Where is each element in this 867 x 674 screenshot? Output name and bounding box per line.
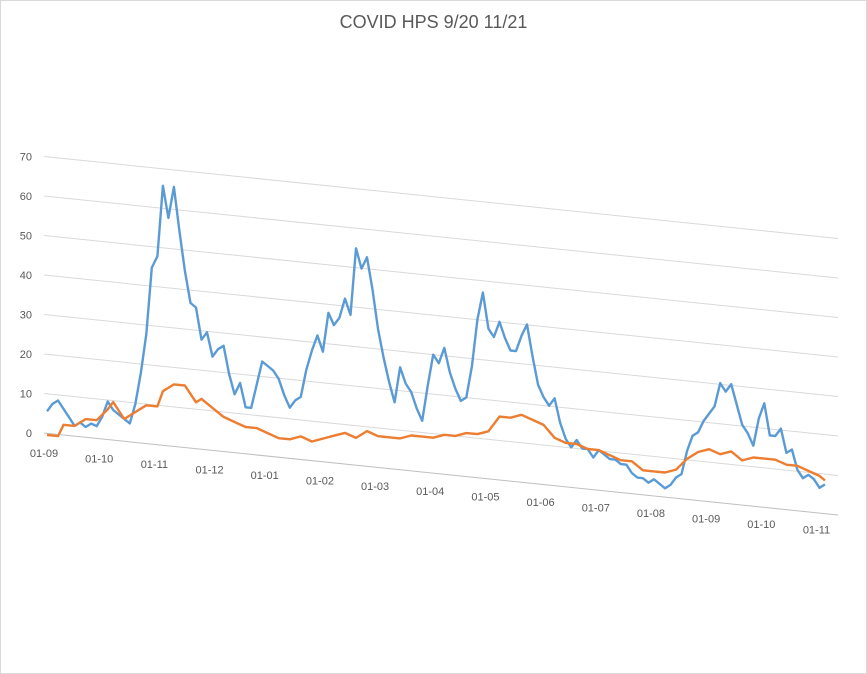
- x-tick-label: 01-04: [416, 486, 444, 498]
- y-tick-label: 30: [20, 310, 32, 322]
- gridline-0: [43, 432, 839, 516]
- x-tick-label: 01-02: [306, 475, 334, 487]
- x-tick-label: 01-09: [692, 514, 720, 526]
- y-tick-label: 40: [20, 270, 32, 282]
- gridline-20: [43, 353, 839, 437]
- gridline-40: [43, 274, 839, 358]
- x-tick-label: 01-01: [251, 470, 279, 482]
- gridlines: [43, 156, 839, 516]
- x-tick-label: 01-10: [747, 519, 775, 531]
- x-tick-label: 01-12: [195, 464, 223, 476]
- y-tick-label: 60: [20, 191, 32, 203]
- x-tick-label: 01-10: [85, 453, 113, 465]
- chart-title: COVID HPS 9/20 11/21: [339, 12, 528, 32]
- x-tick-label: 01-11: [803, 524, 830, 536]
- gridline-60: [43, 195, 839, 279]
- x-tick-label: 01-07: [582, 503, 610, 515]
- series-lines: [46, 184, 826, 490]
- x-tick-label: 01-09: [30, 448, 58, 460]
- y-tick-label: 70: [20, 152, 32, 164]
- gridline-50: [43, 235, 839, 318]
- x-axis-labels: 01-09 01-10 01-11 01-12 01-01 01-02 01-03 01-04…: [30, 448, 830, 536]
- y-tick-label: 20: [20, 349, 32, 361]
- x-tick-label: 01-08: [637, 508, 665, 520]
- gridline-70: [43, 156, 839, 239]
- x-tick-label: 01-11: [141, 459, 168, 471]
- y-tick-label: 10: [20, 389, 32, 401]
- x-tick-label: 01-06: [527, 497, 555, 509]
- series-line-1: [46, 184, 826, 490]
- x-tick-label: 01-03: [361, 481, 389, 493]
- series-line-2: [46, 383, 826, 482]
- y-tick-label: 50: [20, 231, 32, 243]
- y-tick-label: 0: [26, 428, 32, 440]
- x-tick-label: 01-05: [471, 492, 499, 504]
- y-axis-labels: 0 10 20 30 40 50 60 70: [20, 152, 32, 441]
